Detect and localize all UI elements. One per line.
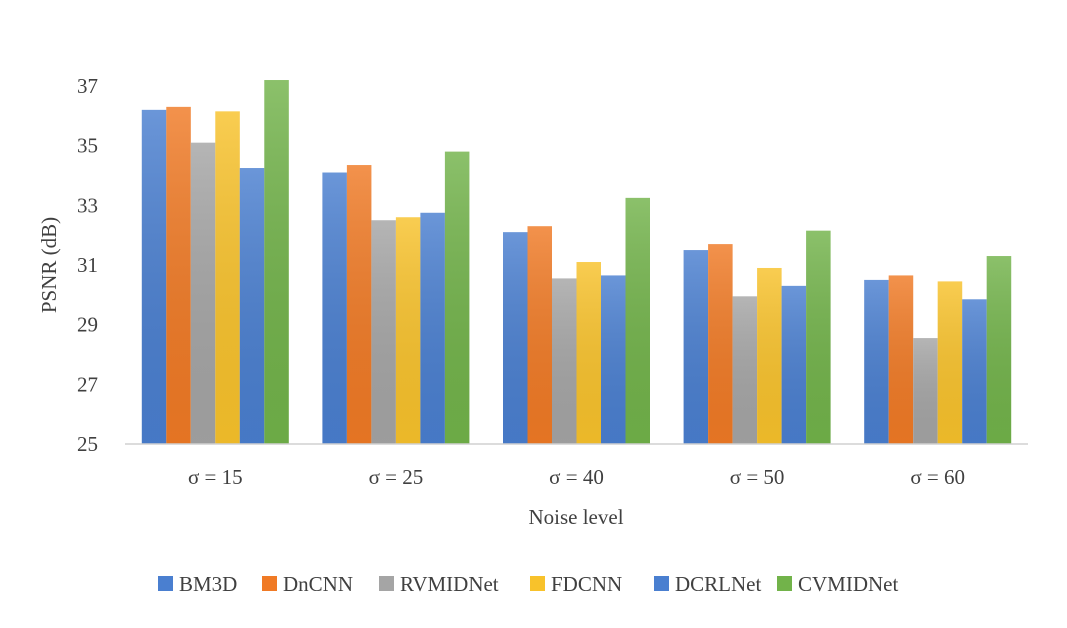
bar-shading bbox=[601, 275, 626, 444]
bar-shading bbox=[732, 296, 758, 444]
bar-shading bbox=[420, 212, 445, 444]
bar-shading bbox=[962, 299, 987, 444]
legend-label-dcrlnet: DCRLNet bbox=[675, 572, 761, 596]
bar-shading bbox=[888, 275, 914, 444]
bar-shading bbox=[683, 250, 709, 444]
bar-shading bbox=[625, 197, 650, 445]
bar-shading bbox=[444, 151, 470, 444]
legend-label-rvmidnet: RVMIDNet bbox=[400, 572, 499, 596]
y-tick-label: 33 bbox=[77, 193, 98, 217]
x-tick-label: σ = 25 bbox=[369, 465, 424, 489]
y-tick-label: 31 bbox=[77, 253, 98, 277]
x-tick-label: σ = 60 bbox=[910, 465, 965, 489]
legend-label-cvmidnet: CVMIDNet bbox=[798, 572, 898, 596]
bar-shading bbox=[503, 232, 528, 444]
legend-swatch-rvmidnet bbox=[379, 576, 394, 591]
legend-label-bm3d: BM3D bbox=[179, 572, 237, 596]
bar-shading bbox=[708, 244, 733, 444]
x-tick-label: σ = 50 bbox=[730, 465, 785, 489]
bar-shading bbox=[757, 267, 782, 444]
legend-swatch-cvmidnet bbox=[777, 576, 792, 591]
legend-swatch-dcrlnet bbox=[654, 576, 669, 591]
x-tick-label: σ = 40 bbox=[549, 465, 604, 489]
bar-shading bbox=[141, 109, 167, 445]
bars-layer bbox=[141, 80, 1012, 445]
x-axis-title: Noise level bbox=[528, 505, 623, 529]
x-tick-label: σ = 15 bbox=[188, 465, 243, 489]
bar-shading bbox=[527, 226, 552, 444]
legend-swatch-bm3d bbox=[158, 576, 173, 591]
bar-shading bbox=[913, 338, 938, 444]
y-axis-title: PSNR (dB) bbox=[37, 217, 61, 313]
legend-swatch-fdcnn bbox=[530, 576, 545, 591]
y-axis: 25 27 29 31 33 35 37 bbox=[77, 74, 98, 456]
legend-label-fdcnn: FDCNN bbox=[551, 572, 622, 596]
bar-shading bbox=[239, 168, 265, 445]
bar-shading bbox=[576, 262, 601, 444]
y-tick-label: 25 bbox=[77, 432, 98, 456]
bar-shading bbox=[552, 278, 577, 444]
legend-label-dncnn: DnCNN bbox=[283, 572, 353, 596]
bar-shading bbox=[166, 106, 191, 444]
legend-swatch-dncnn bbox=[262, 576, 277, 591]
bar-shading bbox=[190, 142, 216, 444]
bar-shading bbox=[215, 111, 240, 445]
bar-shading bbox=[781, 285, 807, 444]
x-axis: σ = 15 σ = 25 σ = 40 σ = 50 σ = 60 bbox=[188, 465, 965, 489]
bar-shading bbox=[346, 165, 372, 444]
y-tick-label: 37 bbox=[77, 74, 98, 98]
bar-shading bbox=[864, 279, 889, 444]
bar-shading bbox=[986, 256, 1012, 444]
bar-shading bbox=[264, 80, 289, 444]
bar-shading bbox=[371, 220, 396, 444]
y-tick-label: 27 bbox=[77, 372, 98, 396]
legend: BM3D DnCNN RVMIDNet FDCNN DCRLNet CVMIDNet bbox=[158, 572, 898, 596]
y-tick-label: 35 bbox=[77, 134, 98, 158]
bar-shading bbox=[395, 217, 421, 444]
y-tick-label: 29 bbox=[77, 313, 98, 337]
bar-shading bbox=[937, 281, 963, 444]
bar-shading bbox=[322, 172, 347, 444]
bar-shading bbox=[806, 230, 831, 444]
